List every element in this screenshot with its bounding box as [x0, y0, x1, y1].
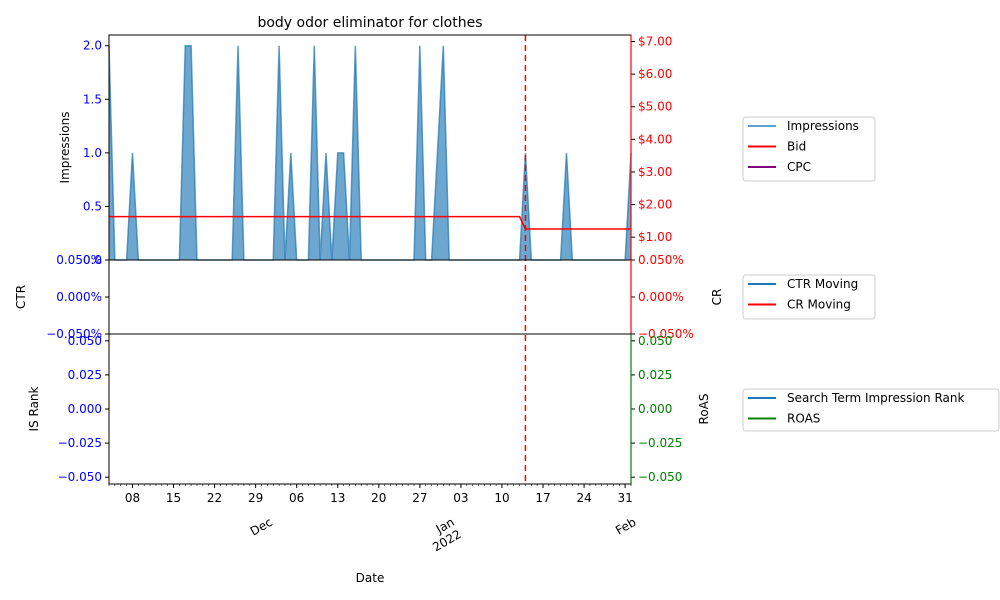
x-month-label-line: Dec — [248, 515, 275, 539]
right-tick-label: 0.050% — [638, 253, 684, 267]
right-tick-label: −0.025 — [638, 436, 682, 450]
x-tick-label: 22 — [207, 491, 222, 505]
left-tick-label: 0.0 — [83, 253, 102, 267]
series-line-impressions — [108, 44, 632, 261]
x-tick-label: 17 — [535, 491, 550, 505]
legend-label: Search Term Impression Rank — [787, 391, 964, 405]
right-tick-label: −0.050 — [638, 470, 682, 484]
x-tick-label: 29 — [248, 491, 263, 505]
legend-label: ROAS — [787, 412, 820, 426]
left-tick-label: 0.000% — [56, 290, 102, 304]
right-axis-label: RoAS — [697, 394, 711, 425]
right-tick-label: $4.00 — [638, 132, 672, 146]
x-month-label-line: Feb — [613, 515, 638, 538]
data-layer — [108, 35, 632, 484]
legend-box-3 — [742, 388, 1000, 432]
x-month-label: Dec — [248, 515, 275, 539]
left-tick-label: −0.050 — [58, 470, 102, 484]
x-tick-label: 27 — [412, 491, 427, 505]
left-tick-label: 1.5 — [83, 92, 102, 106]
left-axis-label: IS Rank — [27, 386, 41, 431]
left-tick-label: 2.0 — [83, 39, 102, 53]
left-tick-label: 0.000 — [68, 402, 102, 416]
right-axis-label: CR — [710, 289, 724, 306]
legend-label: CPC — [787, 160, 811, 174]
legends: Impressions Bid CPC CTR Moving CR Moving Sear… — [742, 116, 1000, 432]
right-tick-label: 0.000% — [638, 290, 684, 304]
right-tick-label: $6.00 — [638, 67, 672, 81]
right-tick-label: 0.000 — [638, 402, 672, 416]
legend-box-2 — [742, 274, 876, 320]
legend-label: CTR Moving — [787, 277, 858, 291]
right-tick-label: $7.00 — [638, 35, 672, 49]
right-tick-label: 0.050 — [638, 334, 672, 348]
series-line-bid — [109, 215, 631, 230]
left-tick-label: 1.0 — [83, 146, 102, 160]
legend-label: Impressions — [787, 119, 859, 133]
x-tick-label: 13 — [330, 491, 345, 505]
x-tick-label: 08 — [125, 491, 140, 505]
right-tick-label: $2.00 — [638, 198, 672, 212]
left-axis-label: Impressions — [58, 112, 72, 184]
x-tick-label: 24 — [576, 491, 591, 505]
left-tick-label: −0.025 — [58, 436, 102, 450]
panel-frame-3 — [108, 333, 632, 485]
x-tick-label: 03 — [453, 491, 468, 505]
legend-label: Bid — [787, 140, 806, 154]
left-tick-label: 0.050 — [68, 334, 102, 348]
x-tick-label: 31 — [617, 491, 632, 505]
x-month-label: Feb — [613, 515, 638, 538]
panel-frame-2 — [108, 259, 632, 335]
right-tick-label: $1.00 — [638, 230, 672, 244]
left-axis-label: CTR — [14, 285, 28, 309]
chart-title: body odor eliminator for clothes — [257, 15, 482, 31]
legend-box-1 — [742, 116, 876, 182]
x-tick-label: 10 — [494, 491, 509, 505]
x-axis-label: Date — [356, 571, 385, 585]
x-tick-label: 06 — [289, 491, 304, 505]
axes-layer: 0.0 0.5 1.0 1.5 2.0 $1.00 $2.00 $3.00 $4.00 $5.00… — [14, 34, 724, 555]
right-tick-label: 0.025 — [638, 368, 672, 382]
left-tick-label: −0.050% — [46, 327, 102, 341]
left-tick-label: 0.025 — [68, 368, 102, 382]
right-tick-label: −0.050% — [638, 327, 694, 341]
series-area-impressions — [109, 45, 631, 261]
left-tick-label: 0.5 — [83, 199, 102, 213]
right-tick-label: $5.00 — [638, 100, 672, 114]
x-tick-label: 20 — [371, 491, 386, 505]
x-tick-label: 15 — [166, 491, 181, 505]
right-tick-label: $3.00 — [638, 165, 672, 179]
legend-label: CR Moving — [787, 298, 851, 312]
left-tick-label: 0.050% — [56, 253, 102, 267]
